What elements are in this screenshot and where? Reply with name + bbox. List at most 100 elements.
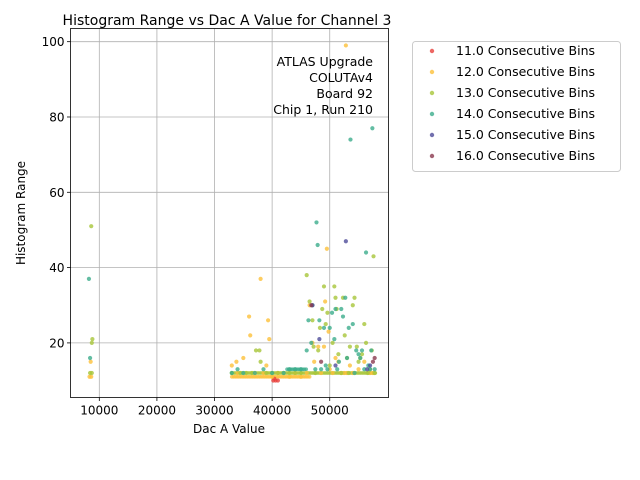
data-point <box>320 306 325 312</box>
data-point <box>309 303 314 308</box>
annotation-line-2: COLUTAv4 <box>309 70 373 85</box>
data-point <box>343 43 348 48</box>
data-point <box>313 367 318 372</box>
y-tick-label: 20 <box>49 336 64 350</box>
data-point <box>270 374 275 379</box>
legend: 11.0 Consecutive Bins 12.0 Consecutive Bi… <box>412 41 621 172</box>
data-point <box>350 321 355 327</box>
data-point <box>346 325 351 330</box>
data-point <box>321 344 327 349</box>
data-point <box>326 329 331 334</box>
data-point <box>235 367 240 372</box>
data-point <box>335 367 340 372</box>
data-point <box>310 318 315 323</box>
data-point <box>312 359 317 364</box>
legend-marker <box>429 153 435 159</box>
data-point <box>261 370 266 376</box>
data-point <box>344 355 350 361</box>
data-point <box>333 363 338 368</box>
data-point <box>287 374 292 379</box>
axis-ticks: 10000 20000 30000 40000 50000 20 40 60 80 100 <box>42 35 349 417</box>
legend-marker <box>429 90 435 96</box>
data-point <box>323 299 328 304</box>
data-point <box>358 355 363 361</box>
data-point <box>372 355 377 361</box>
data-point <box>306 318 311 323</box>
data-point <box>365 367 370 372</box>
data-point <box>87 355 93 361</box>
data-point <box>229 370 234 376</box>
data-point <box>309 340 314 346</box>
data-point <box>354 344 359 349</box>
data-point <box>287 367 292 372</box>
data-point <box>298 367 304 372</box>
data-point <box>88 359 93 364</box>
data-point <box>89 340 94 346</box>
y-tick-label: 40 <box>49 261 64 275</box>
data-point <box>304 367 309 372</box>
y-tick-label: 100 <box>42 35 65 49</box>
data-point <box>316 348 321 353</box>
legend-marker <box>429 48 435 54</box>
data-point <box>363 250 369 255</box>
data-point <box>327 363 332 368</box>
data-point <box>253 348 259 353</box>
data-point <box>281 370 286 376</box>
data-point <box>318 367 324 372</box>
legend-label: 15.0 Consecutive Bins <box>456 127 595 142</box>
data-point <box>270 370 275 376</box>
data-point <box>359 348 365 353</box>
data-point <box>321 325 327 330</box>
data-point <box>367 363 373 368</box>
data-point <box>339 306 344 312</box>
data-point <box>293 367 298 372</box>
annotation-box: ATLAS Upgrade COLUTAv4 Board 92 Chip 1, … <box>273 54 373 117</box>
data-point <box>372 370 377 376</box>
data-point <box>264 363 269 368</box>
x-tick-label: 30000 <box>195 404 233 418</box>
data-point <box>287 370 292 376</box>
data-point <box>275 370 280 376</box>
data-point <box>333 306 338 312</box>
data-point <box>316 344 321 349</box>
x-tick-label: 20000 <box>138 404 176 418</box>
annotation-line-1: ATLAS Upgrade <box>277 54 374 69</box>
data-point <box>324 246 329 251</box>
y-tick-label: 80 <box>49 110 64 124</box>
data-point <box>359 352 365 357</box>
data-point <box>293 370 298 376</box>
data-point <box>332 337 337 342</box>
data-point <box>317 318 322 323</box>
y-axis-label: Histogram Range <box>14 161 28 265</box>
data-point <box>371 254 376 259</box>
data-point <box>298 374 304 379</box>
data-point <box>363 340 369 346</box>
x-tick-label: 50000 <box>311 404 349 418</box>
legend-label: 12.0 Consecutive Bins <box>456 64 595 79</box>
data-point <box>333 295 338 300</box>
data-point <box>317 337 322 342</box>
data-point <box>257 348 262 353</box>
data-point <box>307 374 312 379</box>
data-point <box>235 370 240 376</box>
data-point <box>336 352 341 357</box>
data-point <box>258 276 263 281</box>
data-point <box>246 314 252 319</box>
data-point <box>356 359 361 364</box>
data-point <box>311 344 316 349</box>
data-point <box>298 370 304 376</box>
annotation-line-3: Board 92 <box>316 86 373 101</box>
data-point <box>347 344 353 349</box>
data-point <box>343 295 348 300</box>
legend-marker <box>429 111 435 117</box>
data-point <box>304 348 309 353</box>
data-point <box>89 224 94 229</box>
y-tick-label: 60 <box>49 186 64 200</box>
data-point <box>362 367 367 372</box>
legend-label: 13.0 Consecutive Bins <box>456 85 595 100</box>
data-point <box>307 299 312 304</box>
data-point <box>340 314 346 319</box>
plot-area-frame <box>70 28 389 398</box>
legend-label: 11.0 Consecutive Bins <box>456 43 595 58</box>
